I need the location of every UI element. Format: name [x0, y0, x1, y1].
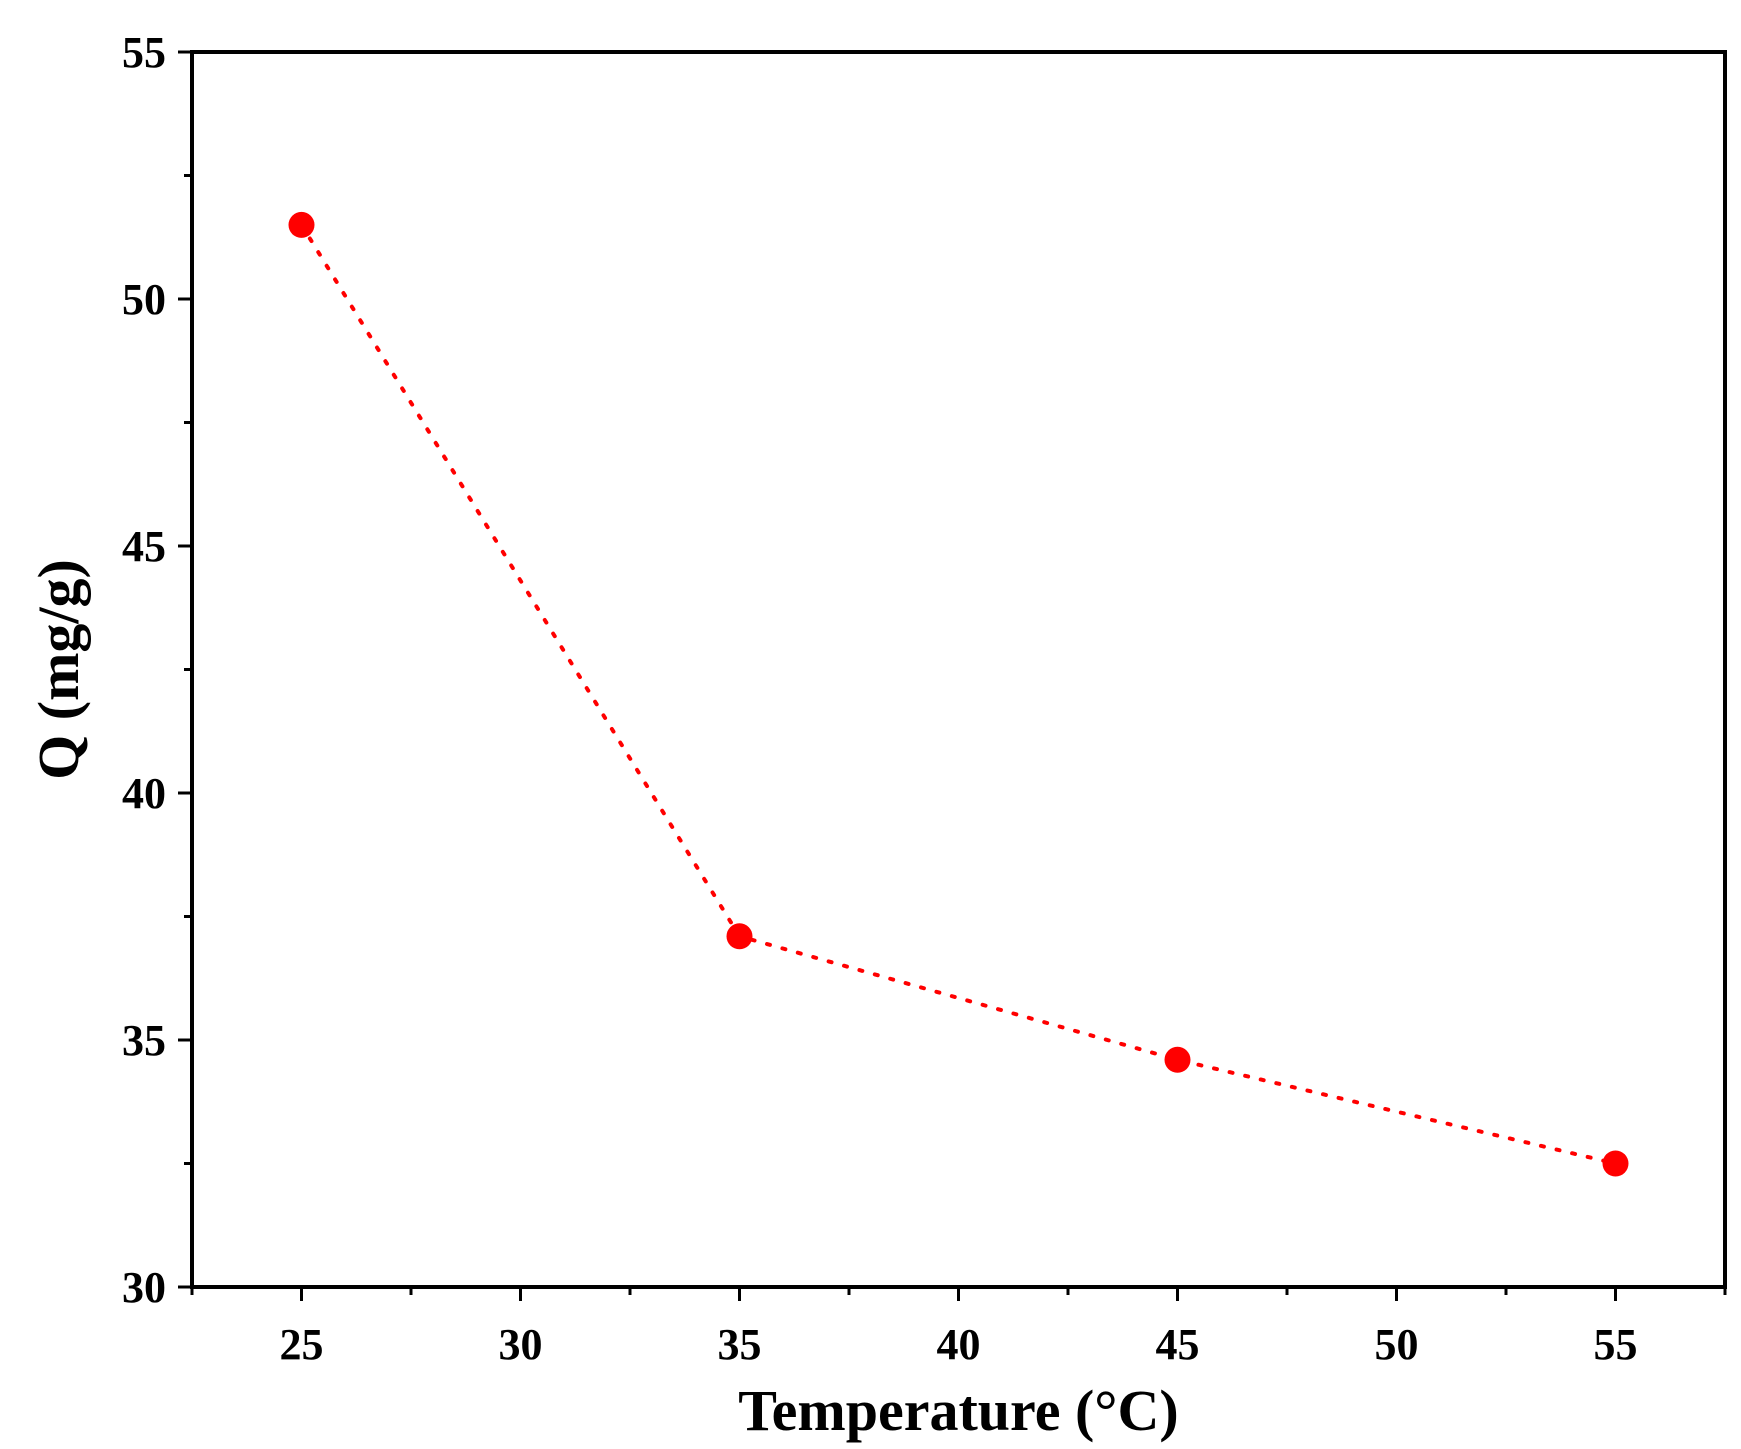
x-tick-label: 50: [1375, 1320, 1419, 1369]
data-point: [288, 211, 315, 238]
y-tick-label: 55: [122, 28, 166, 77]
y-axis-title: Q (mg/g): [26, 559, 91, 780]
y-axis-ticks: 30 35 40 45 50 55: [122, 28, 192, 1312]
y-tick-label: 50: [122, 275, 166, 324]
x-tick-label: 40: [937, 1320, 981, 1369]
x-tick-label: 35: [718, 1320, 762, 1369]
series-layer: [288, 211, 1629, 1177]
x-tick-label: 45: [1156, 1320, 1200, 1369]
y-tick-label: 40: [122, 769, 166, 818]
x-tick-label: 25: [280, 1320, 324, 1369]
plot-frame: [190, 50, 1727, 1289]
x-tick-label: 30: [499, 1320, 543, 1369]
y-tick-label: 45: [122, 522, 166, 571]
x-axis-title: Temperature (°C): [738, 1378, 1178, 1443]
y-tick-label: 30: [122, 1263, 166, 1312]
data-point: [1164, 1046, 1191, 1073]
y-tick-label: 35: [122, 1016, 166, 1065]
series-line: [299, 222, 1618, 1166]
x-axis-ticks: 25 30 35 40 45 50 55: [190, 1287, 1727, 1369]
data-point: [726, 923, 753, 950]
data-point: [1602, 1150, 1629, 1177]
x-tick-label: 55: [1594, 1320, 1638, 1369]
